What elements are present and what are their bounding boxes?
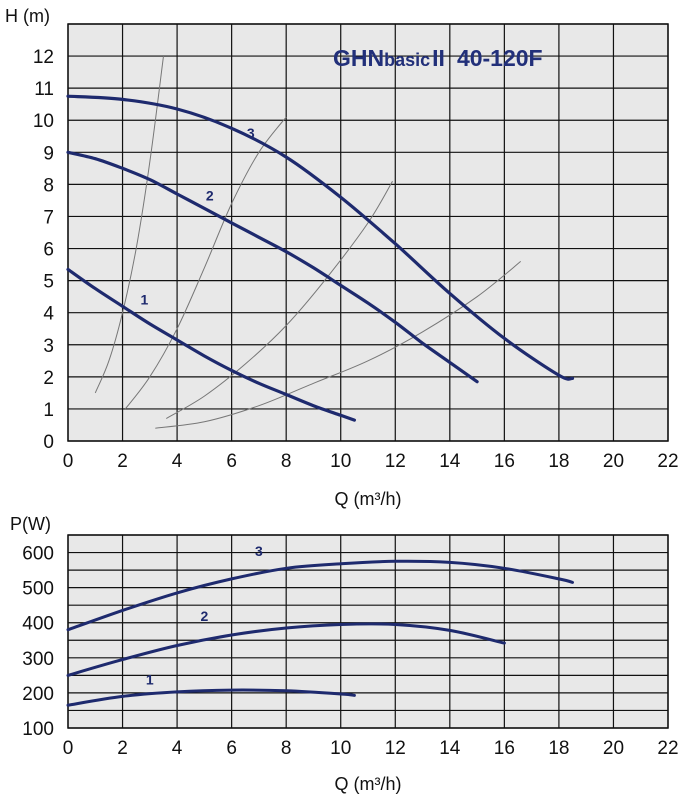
x-tick-label: 20 (603, 451, 624, 472)
x-tick-label: 4 (172, 738, 183, 759)
y-tick-label: 3 (43, 336, 54, 357)
curve-label-3: 3 (247, 125, 255, 141)
curve-label-1: 1 (140, 292, 148, 308)
x-tick-label: 16 (494, 738, 515, 759)
head-plot-area (67, 23, 669, 442)
head-x-axis-label: Q (m³/h) (335, 489, 402, 509)
x-tick-label: 0 (63, 738, 74, 759)
x-tick-label: 10 (330, 738, 351, 759)
x-tick-label: 6 (226, 451, 237, 472)
x-tick-label: 2 (117, 451, 128, 472)
power-y-tick-labels: 100 200 300 400 500 600 (22, 544, 54, 740)
x-tick-label: 16 (494, 451, 515, 472)
x-tick-label: 4 (172, 451, 183, 472)
curve-2 (66, 622, 506, 677)
y-tick-label: 12 (33, 47, 54, 68)
curve-label-2: 2 (206, 187, 214, 203)
y-tick-label: 9 (43, 143, 54, 164)
y-tick-label: 500 (22, 579, 54, 600)
power-y-axis-label: P(W) (10, 514, 51, 534)
x-tick-label: 14 (439, 451, 461, 472)
curve-label-1: 1 (146, 671, 154, 687)
title-brand: GHN (333, 45, 384, 71)
y-tick-label: 300 (22, 649, 54, 670)
x-tick-label: 22 (657, 451, 678, 472)
power-x-tick-labels: 0 2 4 6 8 10 12 14 16 18 20 22 (63, 738, 679, 759)
y-tick-label: 100 (22, 719, 54, 740)
curve-label-2: 2 (200, 608, 208, 624)
y-tick-label: 10 (33, 111, 54, 132)
y-tick-label: 7 (43, 207, 54, 228)
curve-2 (66, 150, 479, 384)
power-plot-area (67, 534, 669, 729)
head-y-axis-label: H (m) (5, 6, 50, 26)
system-curve (94, 56, 164, 394)
x-tick-label: 2 (117, 738, 128, 759)
system-curve (155, 261, 522, 429)
x-tick-label: 18 (548, 738, 569, 759)
curve-1 (66, 688, 356, 707)
title-series: basic (384, 50, 430, 70)
head-flow-chart: 123 0 2 4 6 8 10 12 14 16 18 20 22 0123456789101112… (5, 6, 679, 509)
y-tick-label: 11 (34, 79, 54, 100)
curve-label-3: 3 (255, 543, 263, 559)
y-tick-label: 5 (43, 272, 54, 293)
x-tick-label: 20 (603, 738, 624, 759)
curve-1 (66, 267, 356, 422)
x-tick-label: 10 (330, 451, 351, 472)
x-tick-label: 14 (439, 738, 461, 759)
x-tick-label: 8 (281, 738, 292, 759)
head-x-tick-labels: 0 2 4 6 8 10 12 14 16 18 20 22 (63, 451, 679, 472)
y-tick-label: 400 (22, 614, 54, 635)
y-tick-label: 200 (22, 684, 54, 705)
y-tick-label: 0 (43, 432, 54, 453)
x-tick-label: 12 (385, 451, 406, 472)
x-tick-label: 6 (226, 738, 237, 759)
system-curves (94, 56, 522, 429)
x-tick-label: 8 (281, 451, 292, 472)
y-tick-label: 2 (43, 368, 54, 389)
curve-3 (66, 559, 574, 632)
x-tick-label: 12 (385, 738, 406, 759)
title-model: 40-120F (457, 45, 543, 71)
y-tick-label: 4 (43, 304, 54, 325)
head-grid (67, 23, 669, 442)
x-tick-label: 0 (63, 451, 74, 472)
y-tick-label: 1 (43, 400, 54, 421)
head-curves: 1 2 3 (66, 94, 575, 422)
curve-3 (66, 94, 575, 381)
y-tick-label: 600 (22, 544, 54, 565)
system-curve (165, 180, 393, 419)
power-flow-chart: 123 0 2 4 6 8 10 12 14 16 18 20 22 1002003004005006… (10, 514, 679, 794)
power-x-axis-label: Q (m³/h) (335, 774, 402, 794)
power-grid (67, 534, 669, 729)
y-tick-label: 8 (43, 175, 54, 196)
power-curves: 1 2 3 (66, 543, 574, 707)
system-curve (124, 116, 287, 410)
title-generation: II (432, 45, 445, 71)
x-tick-label: 18 (548, 451, 569, 472)
x-tick-label: 22 (657, 738, 678, 759)
chart-title: GHNbasicII 40-120F (333, 45, 543, 71)
y-tick-label: 6 (43, 240, 54, 261)
